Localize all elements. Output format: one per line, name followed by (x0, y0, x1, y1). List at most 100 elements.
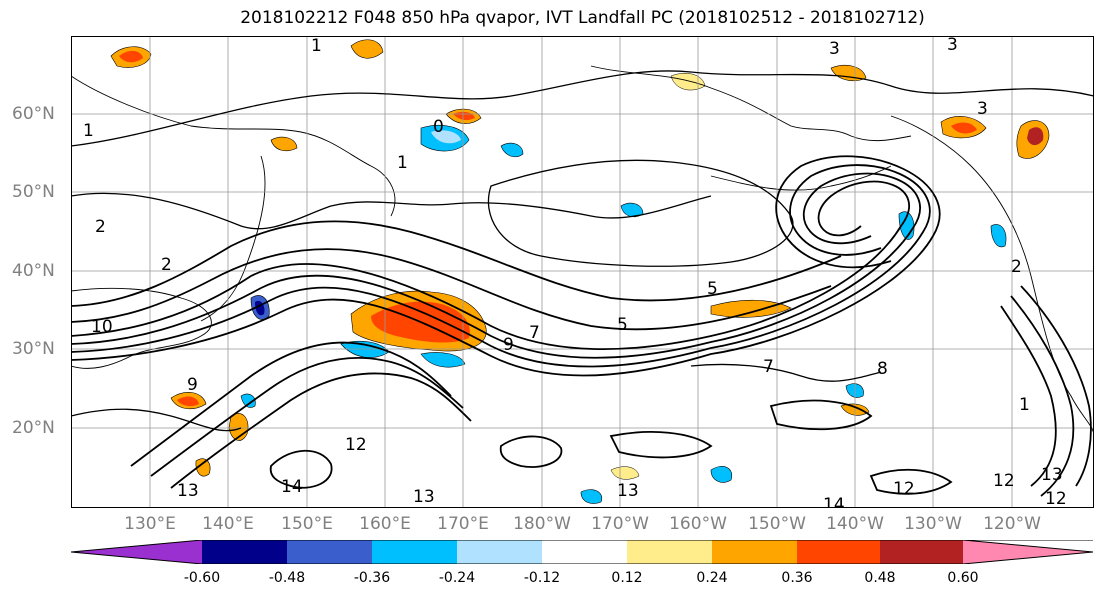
contour-label: 13 (617, 481, 639, 501)
coastlines (71, 65, 1094, 437)
lon-label-170w: 170°W (591, 514, 649, 534)
cb-tick-label: -0.12 (523, 570, 561, 586)
contour-label: 5 (707, 279, 718, 299)
cb-segment-10 (963, 540, 1093, 564)
cb-tick-label: -0.48 (268, 570, 306, 586)
contour-label: 2 (95, 217, 106, 237)
positive-patch (177, 396, 199, 407)
contour-labels: 1 1 2 3 3 1 0 2 2 5 7 9 9 5 7 8 13 12 14… (83, 36, 1067, 508)
negative-patch (500, 142, 524, 158)
coastline-aleutians (710, 165, 892, 191)
contour-south-central (690, 363, 882, 382)
lat-label-40n: 40°N (12, 261, 55, 281)
contour-closed-mid (487, 159, 794, 267)
contour-label: 0 (433, 117, 444, 137)
contour-jet (71, 155, 941, 377)
positive-patch (350, 39, 384, 59)
cb-segment-2 (287, 540, 372, 564)
contour-closed (869, 468, 953, 495)
coastline-japan (71, 287, 212, 369)
contour-label: 12 (1045, 489, 1067, 508)
contour-label: 12 (893, 479, 915, 499)
contour-east (1010, 295, 1075, 497)
cb-segment-5 (542, 540, 627, 564)
lon-label-160e: 160°E (359, 514, 411, 534)
contour-label: 2 (161, 255, 172, 275)
cb-segment-4 (457, 540, 542, 564)
contour-north (71, 70, 1094, 147)
lon-label-160w: 160°W (669, 514, 727, 534)
contour-label: 3 (829, 39, 840, 59)
lat-label-50n: 50°N (12, 182, 55, 202)
cb-tick-label: 0.60 (947, 570, 979, 586)
map-background (71, 36, 1094, 508)
cb-segment-7 (712, 540, 797, 564)
contour-south (130, 341, 452, 467)
lat-label-60n: 60°N (12, 104, 55, 124)
contour-label: 13 (413, 487, 435, 507)
contour-label: 13 (1041, 465, 1063, 485)
lat-label-20n: 20°N (12, 418, 55, 438)
contour-label: 8 (877, 359, 888, 379)
contour-south (170, 372, 472, 489)
contour-outer (71, 220, 842, 307)
contour-jet (71, 164, 931, 368)
contour-label: 12 (993, 471, 1015, 491)
cb-tick-label: 0.12 (611, 570, 643, 586)
contour-label: 10 (91, 317, 113, 337)
map-panel: 1 1 2 3 3 1 0 2 2 5 7 9 9 5 7 8 13 12 14… (71, 36, 1094, 508)
positive-patch (710, 299, 792, 318)
lat-label-30n: 30°N (12, 339, 55, 359)
coastline-alaska-north (590, 65, 912, 142)
cb-segment-1 (202, 540, 287, 564)
contour-label: 7 (763, 357, 774, 377)
lon-label-180w: 180°W (513, 514, 571, 534)
cb-tick-label: 0.24 (696, 570, 728, 586)
map-title: 2018102212 F048 850 hPa qvapor, IVT Land… (240, 8, 925, 28)
cb-outline (71, 540, 1094, 564)
contour-outer (71, 248, 832, 331)
contour-label: 5 (617, 315, 628, 335)
lon-label-170e: 170°E (437, 514, 489, 534)
contour-south (150, 357, 464, 477)
ivt-contours (71, 155, 1092, 497)
positive-patch (951, 122, 977, 134)
contour-label: 12 (345, 435, 367, 455)
contour-label: 2 (1011, 257, 1022, 277)
positive-patch (1027, 127, 1044, 146)
lon-label-130e: 130°E (124, 514, 176, 534)
contour-east (1000, 305, 1057, 487)
negative-patch (710, 466, 733, 483)
lon-label-120w: 120°W (983, 514, 1041, 534)
positive-patch (119, 50, 143, 63)
negative-patch (990, 224, 1007, 248)
lon-label-150w: 150°W (748, 514, 806, 534)
lon-label-150e: 150°E (281, 514, 333, 534)
cb-tick-label: 0.36 (781, 570, 813, 586)
contour-label: 13 (177, 481, 199, 501)
contour-closed (269, 449, 333, 489)
colorbar (71, 540, 1094, 564)
contour-label: 1 (311, 36, 322, 56)
cb-tick-label: 0.48 (864, 570, 896, 586)
cb-segment-6 (627, 540, 712, 564)
cb-segment-3 (372, 540, 457, 564)
contour-closed (769, 399, 873, 431)
lon-label-140e: 140°E (202, 514, 254, 534)
contour-label: 7 (529, 323, 540, 343)
lon-label-140w: 140°W (826, 514, 884, 534)
negative-patch (240, 393, 256, 408)
contour-label: 3 (947, 36, 958, 55)
lon-label-130w: 130°W (904, 514, 962, 534)
positive-patch (270, 136, 298, 152)
contour-mid (71, 192, 712, 230)
cb-tick-label: -0.60 (183, 570, 221, 586)
cb-tick-label: -0.36 (353, 570, 391, 586)
contour-west-south (71, 408, 242, 432)
contour-jet (71, 172, 921, 359)
contour-east (1020, 285, 1092, 487)
contour-closed (609, 431, 713, 459)
coastline-north-america (890, 115, 1094, 437)
contour-label: 3 (977, 99, 988, 119)
contour-label: 9 (187, 375, 198, 395)
